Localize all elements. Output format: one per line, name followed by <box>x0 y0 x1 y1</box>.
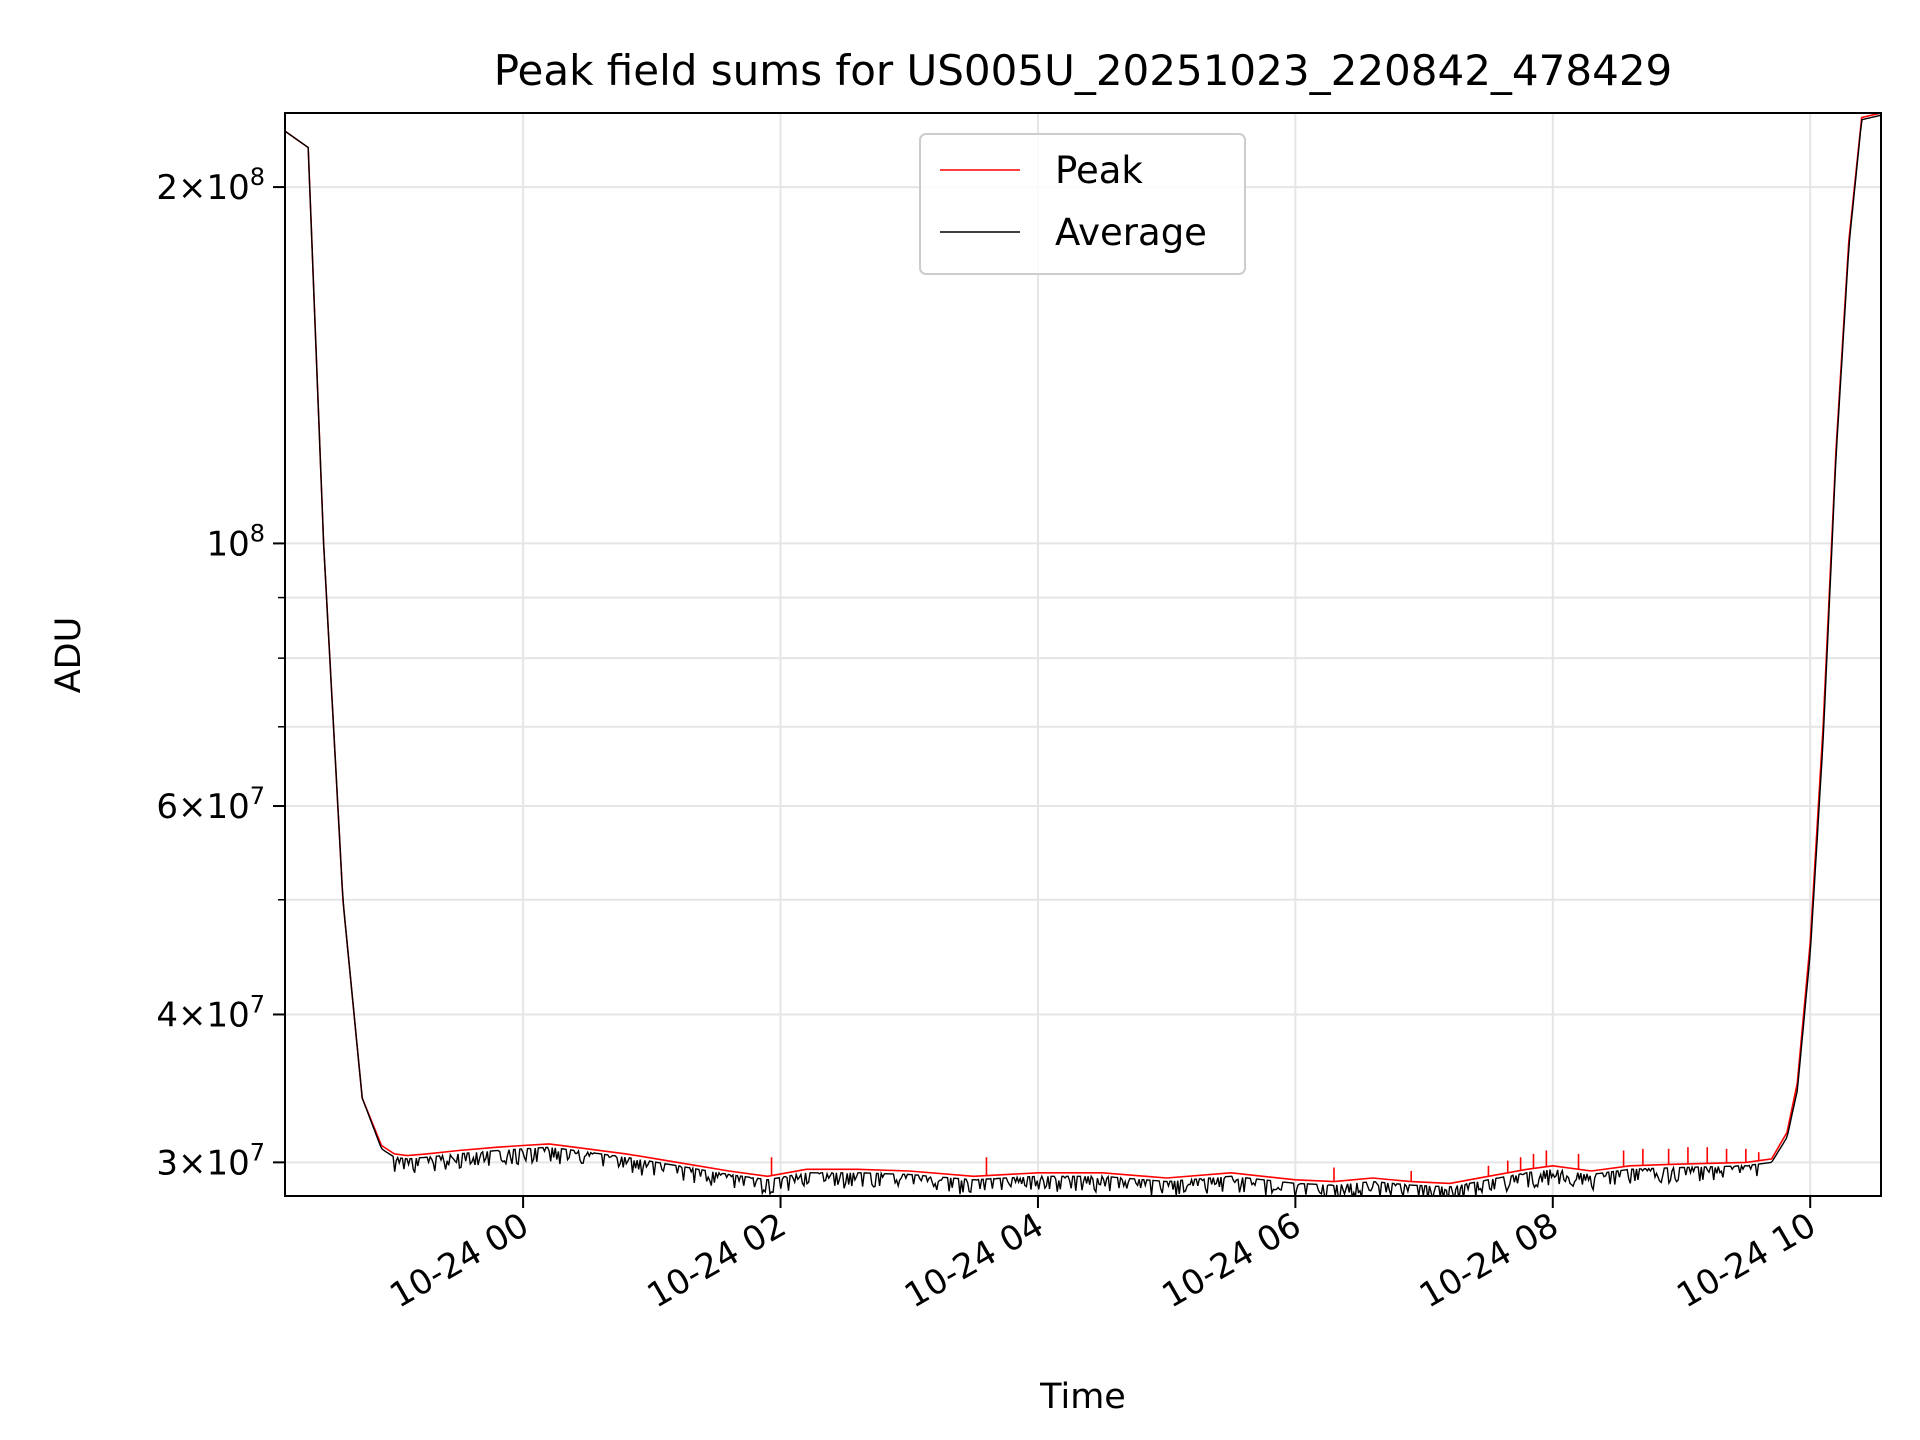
legend-label-peak: Peak <box>1055 149 1143 192</box>
y-tick-label: 2×108 <box>156 163 265 208</box>
y-tick-label: 3×107 <box>156 1138 265 1183</box>
x-axis-label: Time <box>1039 1377 1126 1417</box>
y-tick-label: 4×107 <box>156 990 265 1035</box>
series-line-peak <box>285 113 1881 1185</box>
legend-box <box>919 133 1246 275</box>
legend-label-average: Average <box>1055 211 1207 254</box>
legend: Peak Average <box>919 133 1246 275</box>
plot-frame <box>284 112 1882 1197</box>
plot-data <box>285 113 1881 1196</box>
chart-title: Peak field sums for US005U_20251023_2208… <box>494 46 1673 95</box>
y-axis-label: ADU <box>49 617 89 694</box>
y-tick-label: 108 <box>206 519 265 564</box>
series-line-average <box>285 114 1881 1196</box>
y-tick-label: 6×107 <box>156 782 265 827</box>
